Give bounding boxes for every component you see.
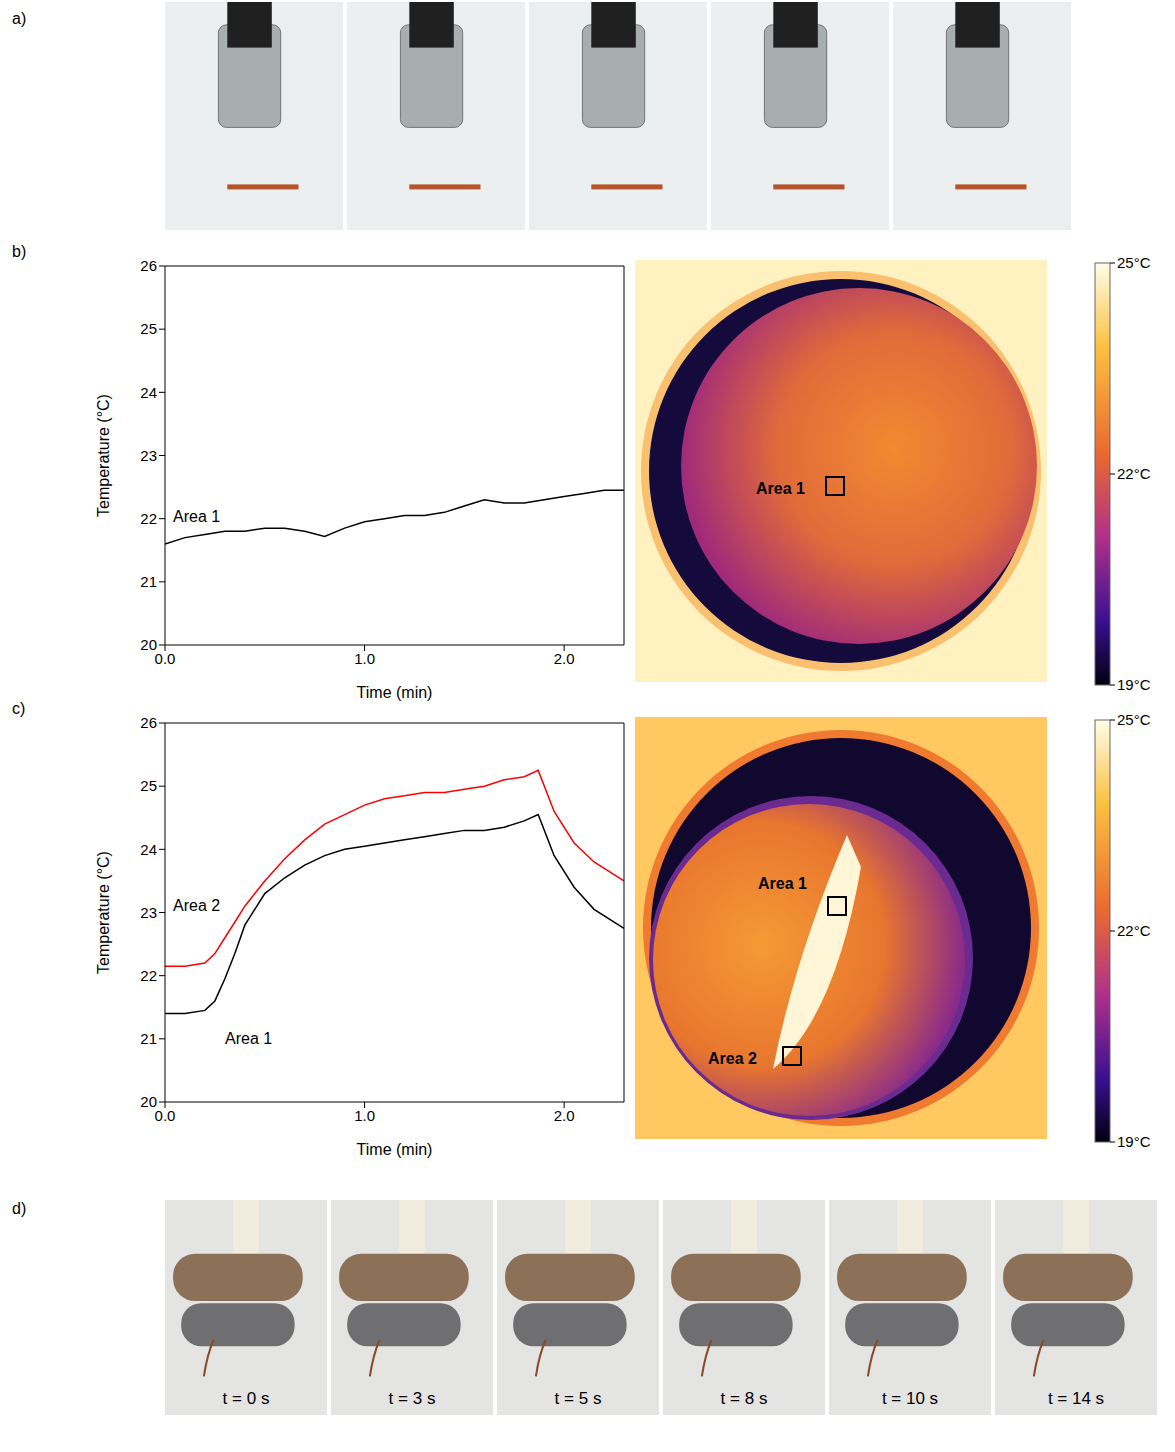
svg-text:20: 20 xyxy=(140,1093,157,1110)
svg-text:22: 22 xyxy=(140,967,157,984)
svg-text:24: 24 xyxy=(140,384,157,401)
svg-text:1.0: 1.0 xyxy=(354,1107,375,1124)
svg-text:23: 23 xyxy=(140,904,157,921)
svg-text:Area 1: Area 1 xyxy=(758,875,807,892)
html-text:a): a) xyxy=(12,10,27,27)
svg-text:26: 26 xyxy=(140,714,157,731)
svg-text:Area 1: Area 1 xyxy=(173,508,220,525)
svg-text:22°C: 22°C xyxy=(1117,465,1151,482)
svg-text:23: 23 xyxy=(140,447,157,464)
svg-text:21: 21 xyxy=(140,1030,157,1047)
svg-text:25°C: 25°C xyxy=(1117,711,1151,728)
svg-text:19°C: 19°C xyxy=(1117,1133,1151,1150)
svg-text:21: 21 xyxy=(140,573,157,590)
svg-text:Area 2: Area 2 xyxy=(708,1050,757,1067)
svg-text:Temperature (°C): Temperature (°C) xyxy=(95,394,112,517)
html-text:t = 0 s: t = 0 s xyxy=(222,1389,270,1408)
svg-text:22°C: 22°C xyxy=(1117,922,1151,939)
svg-text:25: 25 xyxy=(140,320,157,337)
svg-text:Area 2: Area 2 xyxy=(173,897,220,914)
html-text:t = 10 s: t = 10 s xyxy=(881,1389,939,1408)
svg-text:Time (min): Time (min) xyxy=(357,684,433,701)
html-text:t = 5 s: t = 5 s xyxy=(554,1389,602,1408)
svg-text:25°C: 25°C xyxy=(1117,254,1151,271)
html-text:b): b) xyxy=(12,243,27,260)
svg-text:Area 1: Area 1 xyxy=(225,1030,272,1047)
svg-text:Time (min): Time (min) xyxy=(357,1141,433,1158)
svg-text:0.0: 0.0 xyxy=(155,1107,176,1124)
html-text:t = 14 s: t = 14 s xyxy=(1047,1389,1105,1408)
svg-text:26: 26 xyxy=(140,257,157,274)
svg-text:0.0: 0.0 xyxy=(155,650,176,667)
svg-text:22: 22 xyxy=(140,510,157,527)
html-text:t = 8 s: t = 8 s xyxy=(720,1389,768,1408)
svg-text:1.0: 1.0 xyxy=(354,650,375,667)
svg-text:24: 24 xyxy=(140,841,157,858)
html-text:d): d) xyxy=(12,1200,27,1217)
svg-text:2.0: 2.0 xyxy=(554,1107,575,1124)
svg-text:Temperature (°C): Temperature (°C) xyxy=(95,851,112,974)
svg-text:Area 1: Area 1 xyxy=(756,480,805,497)
svg-text:2.0: 2.0 xyxy=(554,650,575,667)
svg-text:20: 20 xyxy=(140,636,157,653)
html-text:t = 3 s: t = 3 s xyxy=(388,1389,436,1408)
svg-text:25: 25 xyxy=(140,777,157,794)
svg-text:19°C: 19°C xyxy=(1117,676,1151,693)
html-text:c): c) xyxy=(12,700,26,717)
